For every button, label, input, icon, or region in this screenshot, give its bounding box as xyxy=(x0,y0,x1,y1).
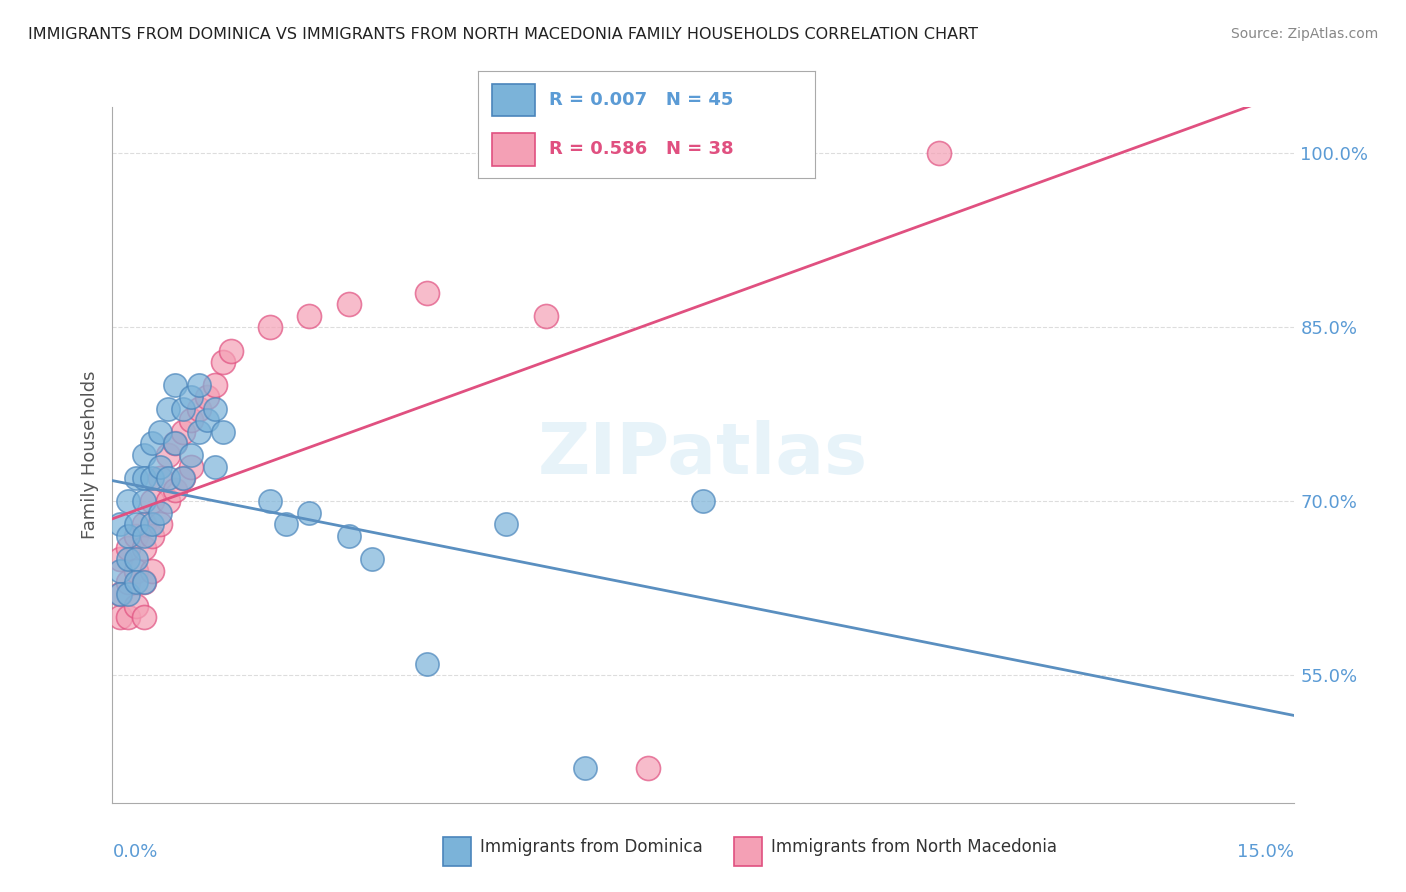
Point xyxy=(928,146,950,161)
Point xyxy=(132,448,155,462)
Point xyxy=(337,297,360,311)
Point xyxy=(125,471,148,485)
Point xyxy=(416,285,439,300)
Point xyxy=(637,761,659,775)
Point xyxy=(132,575,155,590)
Point xyxy=(141,517,163,532)
Text: R = 0.586   N = 38: R = 0.586 N = 38 xyxy=(548,141,734,159)
Point xyxy=(156,401,179,416)
Point xyxy=(125,517,148,532)
Point xyxy=(172,401,194,416)
Point xyxy=(110,517,132,532)
Point xyxy=(180,448,202,462)
Point xyxy=(337,529,360,543)
Point xyxy=(141,564,163,578)
Point xyxy=(132,494,155,508)
Point xyxy=(172,471,194,485)
Point xyxy=(172,425,194,439)
Text: Source: ZipAtlas.com: Source: ZipAtlas.com xyxy=(1230,27,1378,41)
Point xyxy=(204,401,226,416)
Point xyxy=(132,517,155,532)
Bar xyxy=(734,837,762,866)
Text: Immigrants from Dominica: Immigrants from Dominica xyxy=(481,838,703,856)
Point xyxy=(110,587,132,601)
Point xyxy=(298,506,321,520)
Point xyxy=(172,471,194,485)
Point xyxy=(274,517,297,532)
Point xyxy=(259,494,281,508)
Point xyxy=(110,552,132,566)
Point xyxy=(110,610,132,624)
Point xyxy=(298,309,321,323)
Point xyxy=(188,425,211,439)
Point xyxy=(149,459,172,474)
Point xyxy=(132,541,155,555)
Point xyxy=(132,610,155,624)
Point xyxy=(156,471,179,485)
Point xyxy=(495,517,517,532)
Point xyxy=(219,343,242,358)
Point xyxy=(195,390,218,404)
Point xyxy=(125,599,148,613)
Point xyxy=(132,529,155,543)
Point xyxy=(141,471,163,485)
Point xyxy=(188,401,211,416)
Text: ZIPatlas: ZIPatlas xyxy=(538,420,868,490)
Point xyxy=(211,425,233,439)
Bar xyxy=(492,134,536,166)
Text: 15.0%: 15.0% xyxy=(1236,843,1294,861)
Point xyxy=(534,309,557,323)
Point xyxy=(149,506,172,520)
Point xyxy=(117,575,139,590)
Point xyxy=(125,552,148,566)
Point xyxy=(574,761,596,775)
Point xyxy=(141,529,163,543)
Bar xyxy=(443,837,471,866)
Bar xyxy=(492,84,536,116)
Point xyxy=(211,355,233,369)
Point xyxy=(125,529,148,543)
Point xyxy=(165,436,187,450)
Point xyxy=(117,610,139,624)
Point xyxy=(156,494,179,508)
Point xyxy=(117,552,139,566)
Text: IMMIGRANTS FROM DOMINICA VS IMMIGRANTS FROM NORTH MACEDONIA FAMILY HOUSEHOLDS CO: IMMIGRANTS FROM DOMINICA VS IMMIGRANTS F… xyxy=(28,27,979,42)
Point xyxy=(259,320,281,334)
Point xyxy=(180,459,202,474)
Point xyxy=(149,517,172,532)
Point xyxy=(204,378,226,392)
Point xyxy=(125,564,148,578)
Point xyxy=(149,471,172,485)
Point xyxy=(125,575,148,590)
Point xyxy=(132,575,155,590)
Text: R = 0.007   N = 45: R = 0.007 N = 45 xyxy=(548,91,734,109)
Point xyxy=(141,494,163,508)
Point xyxy=(204,459,226,474)
Point xyxy=(110,587,132,601)
Point xyxy=(165,378,187,392)
Point xyxy=(180,413,202,427)
Point xyxy=(132,471,155,485)
Point xyxy=(110,564,132,578)
Point xyxy=(117,529,139,543)
Point xyxy=(195,413,218,427)
Point xyxy=(141,436,163,450)
Point xyxy=(156,448,179,462)
Point xyxy=(180,390,202,404)
Point xyxy=(117,587,139,601)
Text: 0.0%: 0.0% xyxy=(112,843,157,861)
Point xyxy=(117,494,139,508)
Point xyxy=(188,378,211,392)
Point xyxy=(117,541,139,555)
Point xyxy=(165,436,187,450)
Text: Immigrants from North Macedonia: Immigrants from North Macedonia xyxy=(770,838,1057,856)
Point xyxy=(692,494,714,508)
Point xyxy=(361,552,384,566)
Point xyxy=(149,425,172,439)
Point xyxy=(165,483,187,497)
Y-axis label: Family Households: Family Households xyxy=(80,371,98,539)
Point xyxy=(416,657,439,671)
